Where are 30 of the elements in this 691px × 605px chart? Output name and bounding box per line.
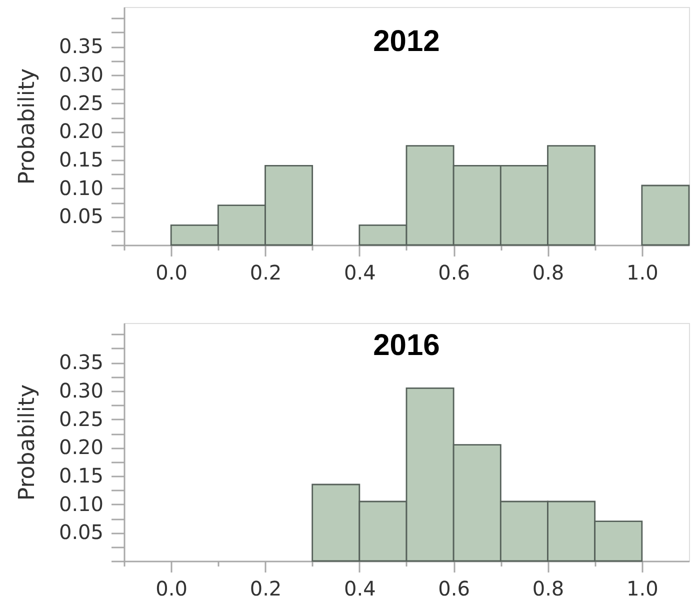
y-tick-label: 0.15	[58, 148, 104, 172]
x-tick-label: 1.0	[626, 576, 658, 600]
y-tick-label: 0.05	[58, 204, 104, 228]
x-tick-label: 0.2	[250, 576, 282, 600]
y-tick-label: 0.25	[58, 90, 104, 115]
x-tick-label: 0.8	[532, 576, 564, 600]
y-tick-label: 0.30	[58, 378, 104, 402]
text: 2012	[373, 25, 440, 58]
y-tick-label: 0.30	[58, 62, 104, 86]
y-tick-label: 0.35	[58, 34, 104, 58]
y-tick-label: 0.15	[58, 464, 104, 488]
x-tick-label: 0.2	[250, 260, 282, 284]
y-tick-label: 0.20	[58, 119, 104, 144]
x-tick-label: 0.0	[156, 576, 188, 600]
x-tick-label: 0.6	[438, 260, 470, 284]
x-tick-label: 0.4	[344, 260, 376, 284]
y-axis-title: Probability	[14, 384, 40, 501]
y-tick-label: 0.35	[58, 350, 104, 374]
y-tick-label: 0.20	[58, 435, 104, 460]
y-tick-label: 0.25	[58, 406, 104, 431]
x-tick-label: 0.0	[156, 260, 188, 284]
x-tick-label: 0.4	[344, 576, 376, 600]
x-tick-label: 0.6	[438, 576, 470, 600]
y-tick-label: 0.10	[58, 176, 104, 200]
y-tick-label: 0.10	[58, 492, 104, 516]
y-axis-title: Probability	[14, 68, 40, 185]
y-tick-label: 0.05	[58, 520, 104, 544]
chart-title: 2016	[373, 329, 440, 362]
x-tick-label: 0.8	[532, 260, 564, 284]
x-tick-label: 1.0	[626, 260, 658, 284]
